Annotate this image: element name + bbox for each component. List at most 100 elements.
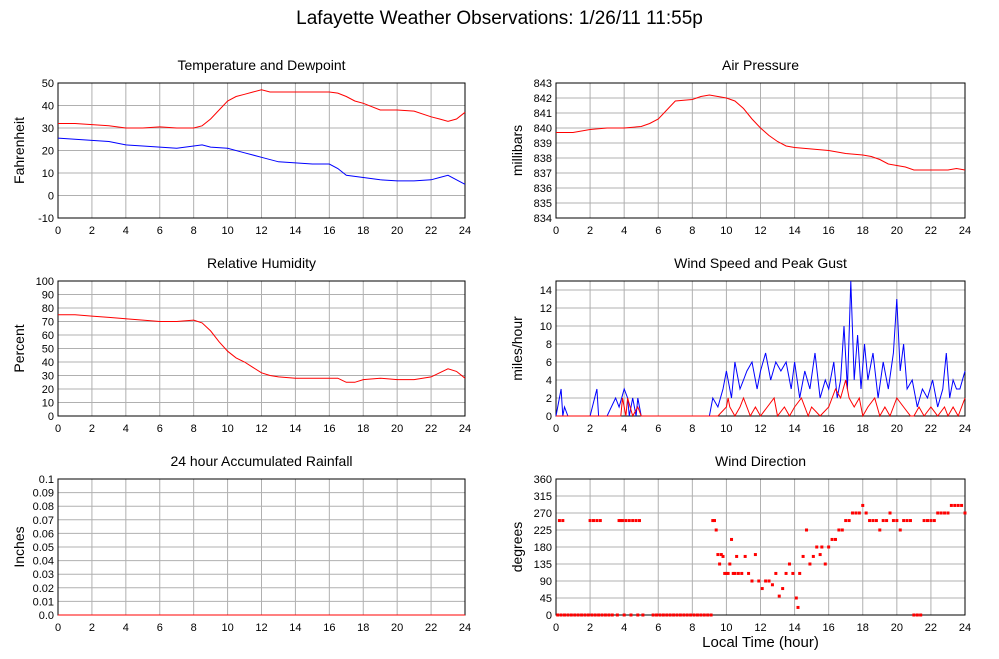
y-tick-label: 837 [534,168,552,180]
y-tick-label: 0 [546,411,552,423]
x-tick-label: 2 [587,423,593,435]
data-point [830,537,834,541]
data-point [956,503,960,507]
data-point [747,571,751,575]
data-point [861,503,865,507]
data-point [718,562,722,566]
x-tick-label: 20 [391,423,403,435]
x-tick-label: 4 [621,622,627,634]
data-point [833,537,837,541]
x-tick-label: 6 [655,622,661,634]
data-point [561,519,565,523]
x-tick-label: 16 [823,423,835,435]
data-point [624,519,628,523]
data-point [847,519,851,523]
data-point [726,571,730,575]
y-tick-label: 135 [534,559,552,571]
y-tick-label: 180 [534,542,552,554]
x-tick-label: 24 [459,622,471,634]
x-tick-label: 24 [959,225,971,237]
data-point [857,511,861,515]
series-line-2 [556,379,966,418]
x-tick-label: 8 [689,225,695,237]
data-point [692,613,696,617]
x-tick-label: 20 [891,423,903,435]
data-point [936,511,940,515]
y-tick-label: 50 [42,78,54,90]
data-point [801,554,805,558]
data-point [655,613,659,617]
x-tick-label: 22 [425,622,437,634]
page-title: Lafayette Weather Observations: 1/26/11 … [296,8,703,29]
data-point [711,519,715,523]
data-point [699,613,703,617]
y-tick-label: 836 [534,183,552,195]
data-point [668,613,672,617]
data-point [818,553,822,557]
x-tick-label: 10 [720,225,732,237]
data-point [672,613,676,617]
x-tick-label: 16 [823,622,835,634]
series-line-1 [555,280,966,417]
data-point [563,613,567,617]
y-tick-label: 0.09 [33,488,54,500]
data-point [716,553,720,557]
data-point [636,613,640,617]
x-tick-label: 2 [89,423,95,435]
x-tick-label: 4 [123,423,129,435]
y-tick-label: 839 [534,138,552,150]
x-tick-label: 2 [89,225,95,237]
x-tick-label: 12 [255,225,267,237]
chart-title: Relative Humidity [207,255,316,271]
data-point [658,613,662,617]
data-point [787,562,791,566]
data-point [714,528,718,532]
data-point [569,613,573,617]
x-tick-label: 10 [720,423,732,435]
data-point [805,528,809,532]
data-point [638,519,642,523]
data-point [627,519,631,523]
data-point [719,553,723,557]
data-point [598,519,602,523]
x-tick-label: 18 [857,423,869,435]
data-point [791,571,795,575]
data-point [573,613,577,617]
data-point [905,519,909,523]
data-point [764,579,768,583]
data-point [631,519,635,523]
x-tick-label: 0 [55,423,61,435]
x-tick-label: 18 [857,622,869,634]
x-tick-label: 10 [221,622,233,634]
y-tick-label: 841 [534,108,552,120]
y-tick-label: 40 [42,357,54,369]
data-point [730,537,734,541]
x-tick-label: 8 [191,225,197,237]
chart-title: 24 hour Accumulated Rainfall [170,453,352,469]
y-tick-label: 8 [546,339,552,351]
data-point [735,554,739,558]
data-point [689,613,693,617]
data-point [733,571,737,575]
data-point [796,605,800,609]
y-tick-label: 14 [540,285,552,297]
plot-frame [555,478,966,616]
x-tick-label: 18 [857,225,869,237]
x-tick-label: 8 [689,622,695,634]
data-point [757,579,761,583]
y-tick-label: 4 [546,375,552,387]
x-tick-label: 14 [788,423,800,435]
x-tick-label: 22 [925,622,937,634]
y-tick-label: 842 [534,93,552,105]
y-tick-label: 0.1 [39,474,54,486]
data-point [898,528,902,532]
y-tick-label: 0.08 [33,501,54,513]
y-tick-label: 70 [42,317,54,329]
data-point [912,613,916,617]
data-point [774,571,778,575]
data-point [593,613,597,617]
data-point [953,503,957,507]
data-point [844,519,848,523]
data-point [885,519,889,523]
